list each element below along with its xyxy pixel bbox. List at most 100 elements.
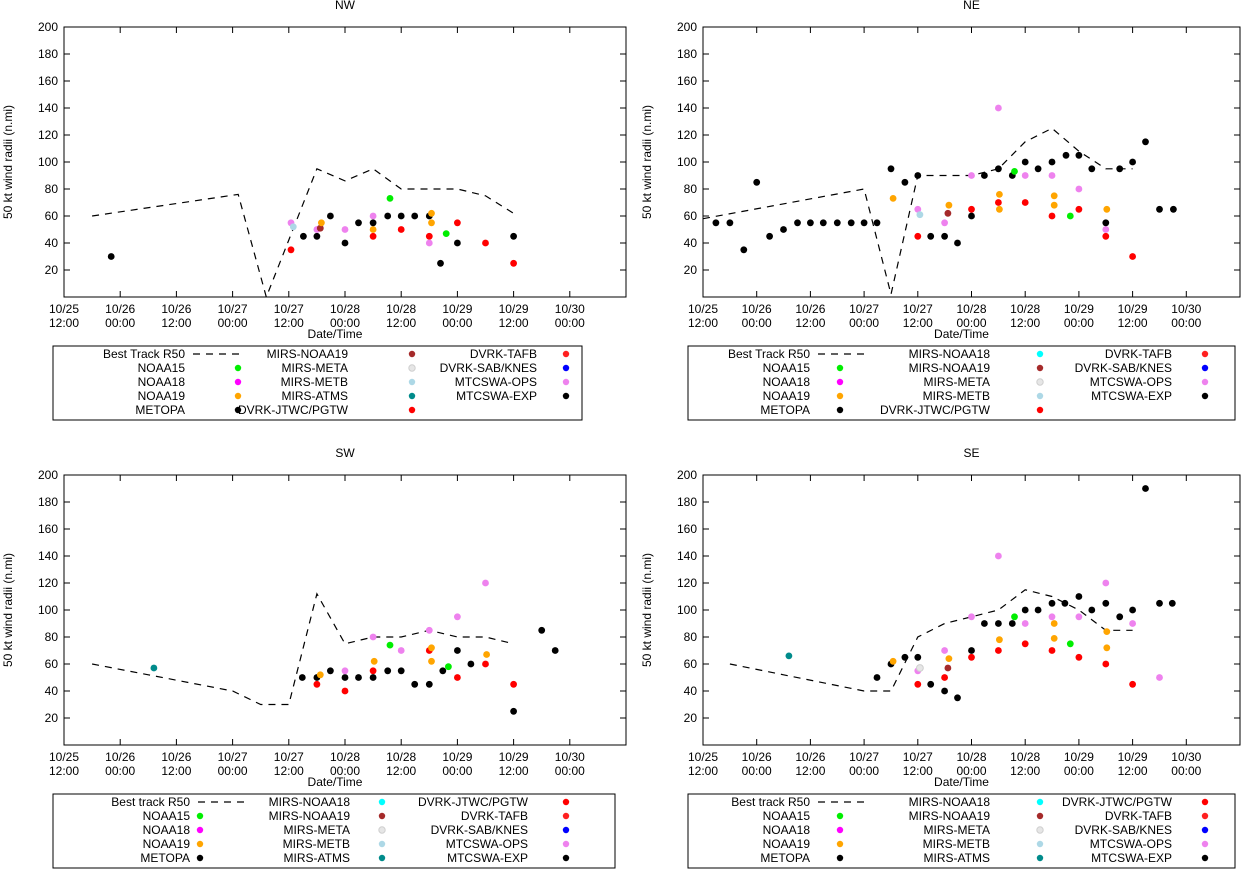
- legend-label: METOPA: [135, 403, 185, 417]
- x-tick-time: 00:00: [105, 316, 135, 330]
- legend-dot-marker: [378, 798, 386, 806]
- data-point: [467, 660, 475, 668]
- x-tick-date: 10/29: [442, 750, 472, 764]
- legend-label: MIRS-META: [924, 823, 990, 837]
- data-point: [901, 178, 909, 186]
- legend-dot-marker: [562, 798, 570, 806]
- data-point: [425, 626, 433, 634]
- data-point: [1011, 613, 1018, 621]
- legend-dot-marker: [836, 826, 844, 834]
- data-point: [1129, 158, 1136, 166]
- legend-label: DVRK-JTWC/PGTW: [238, 403, 349, 417]
- data-point: [968, 613, 975, 621]
- data-point: [780, 226, 787, 233]
- legend-label: MIRS-METB: [281, 375, 348, 389]
- legend-dot-marker: [1201, 392, 1209, 400]
- legend-label: MIRS-META: [284, 823, 350, 837]
- x-tick-date: 10/28: [1010, 750, 1040, 764]
- y-tick-label: 200: [677, 20, 697, 34]
- data-point: [995, 199, 1002, 206]
- data-point: [1156, 674, 1163, 681]
- data-point: [785, 652, 793, 660]
- data-point: [954, 694, 961, 702]
- y-tick-label: 100: [38, 603, 58, 617]
- data-point: [384, 667, 392, 675]
- x-tick-time: 00:00: [330, 764, 360, 778]
- data-point: [341, 674, 349, 681]
- legend-label: DVRK-TAFB: [470, 347, 537, 361]
- legend-dot-marker: [196, 812, 204, 820]
- legend-label: MTCSWA-OPS: [455, 375, 537, 389]
- legend-label: MIRS-METB: [923, 389, 990, 403]
- legend-dot-marker: [562, 854, 570, 862]
- data-point: [1116, 613, 1124, 621]
- data-point: [833, 219, 841, 227]
- plot-frame: [63, 26, 627, 298]
- plot-frame: [702, 474, 1241, 746]
- x-tick-date: 10/26: [105, 302, 135, 316]
- legend-dot-marker: [234, 406, 242, 414]
- x-tick-date: 10/29: [1118, 750, 1148, 764]
- data-point: [945, 201, 953, 209]
- data-point: [454, 239, 461, 247]
- legend-dot-marker: [1201, 350, 1209, 358]
- data-point: [437, 259, 444, 267]
- legend-label: NOAA19: [763, 837, 811, 851]
- y-tick-label: 60: [684, 209, 698, 223]
- data-point: [316, 224, 324, 232]
- legend-dot-marker: [562, 826, 570, 834]
- data-point: [1102, 226, 1110, 233]
- data-point: [954, 239, 961, 247]
- legend-box: [52, 345, 583, 421]
- data-point: [1129, 606, 1136, 614]
- legend-label: MIRS-META: [924, 375, 990, 389]
- data-point: [454, 613, 461, 621]
- data-point: [889, 657, 897, 665]
- legend-label: NOAA15: [763, 809, 811, 823]
- x-tick-date: 10/27: [849, 302, 879, 316]
- legend-dot-marker: [562, 364, 570, 372]
- legend-dot-marker: [378, 826, 386, 834]
- data-point: [1048, 599, 1056, 607]
- x-tick-date: 10/26: [795, 302, 825, 316]
- data-point: [482, 239, 489, 247]
- data-point: [794, 219, 801, 227]
- y-tick-label: 80: [684, 182, 698, 196]
- y-tick-label: 120: [38, 576, 58, 590]
- legend-label: MTCSWA-EXP: [456, 389, 537, 403]
- data-point: [327, 667, 334, 675]
- data-point: [1050, 201, 1058, 209]
- x-tick-time: 00:00: [742, 316, 772, 330]
- data-point: [397, 212, 405, 220]
- y-tick-label: 180: [677, 495, 697, 509]
- legend-label: MTCSWA-OPS: [1090, 375, 1172, 389]
- best-track-line: [702, 127, 1133, 295]
- y-tick-label: 40: [45, 684, 59, 698]
- data-point: [425, 232, 433, 240]
- legend-label: NOAA19: [138, 389, 186, 403]
- data-point: [341, 687, 349, 695]
- data-point: [428, 657, 435, 665]
- legend-dot-marker: [836, 364, 844, 372]
- x-tick-time: 00:00: [105, 764, 135, 778]
- data-point: [1066, 212, 1074, 220]
- chart-title: NW: [335, 0, 356, 12]
- legend-label: MIRS-META: [282, 361, 348, 375]
- legend-dot-marker: [1201, 812, 1209, 820]
- data-point: [819, 219, 827, 227]
- data-point: [439, 667, 447, 675]
- data-point: [968, 172, 975, 179]
- data-point: [454, 674, 461, 681]
- legend-dot-marker: [1036, 378, 1044, 386]
- data-point: [968, 653, 975, 661]
- data-point: [740, 246, 748, 254]
- data-point: [996, 191, 1003, 198]
- data-point: [510, 680, 517, 688]
- x-tick-time: 00:00: [330, 316, 360, 330]
- data-point: [355, 674, 362, 681]
- y-tick-label: 120: [677, 128, 697, 142]
- data-point: [1048, 172, 1056, 179]
- panel-ne: NE2040608010012014016018020010/2512:0010…: [640, 0, 1241, 421]
- data-point: [996, 636, 1003, 644]
- legend-label: MIRS-NOAA18: [269, 795, 351, 809]
